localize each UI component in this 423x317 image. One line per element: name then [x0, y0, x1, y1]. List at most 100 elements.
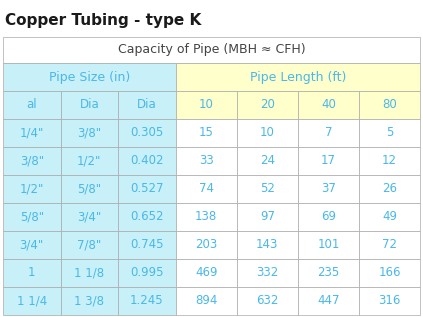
- Bar: [237, 119, 298, 147]
- Text: 5/8": 5/8": [20, 210, 44, 223]
- Bar: [3, 119, 60, 147]
- Bar: [237, 287, 298, 315]
- Bar: [237, 147, 298, 175]
- Bar: [118, 287, 176, 315]
- Bar: [118, 175, 176, 203]
- Text: 10: 10: [199, 99, 214, 112]
- Text: 632: 632: [256, 294, 278, 307]
- Bar: [298, 175, 359, 203]
- Text: al: al: [27, 99, 37, 112]
- Text: 0.995: 0.995: [130, 267, 164, 280]
- Bar: [118, 203, 176, 231]
- Bar: [176, 175, 237, 203]
- Bar: [176, 259, 237, 287]
- Bar: [60, 147, 118, 175]
- Text: 1/2": 1/2": [19, 183, 44, 196]
- Bar: [176, 63, 420, 91]
- Text: 138: 138: [195, 210, 217, 223]
- Text: 447: 447: [317, 294, 340, 307]
- Text: 0.527: 0.527: [130, 183, 164, 196]
- Text: 33: 33: [199, 154, 214, 167]
- Bar: [118, 231, 176, 259]
- Text: 72: 72: [382, 238, 397, 251]
- Text: 24: 24: [260, 154, 275, 167]
- Bar: [3, 203, 60, 231]
- Bar: [60, 231, 118, 259]
- Text: Copper Tubing - type K: Copper Tubing - type K: [5, 14, 201, 29]
- Text: Pipe Length (ft): Pipe Length (ft): [250, 70, 346, 83]
- Text: 3/8": 3/8": [20, 154, 44, 167]
- Text: Dia: Dia: [80, 99, 99, 112]
- Bar: [359, 147, 420, 175]
- Text: 15: 15: [199, 126, 214, 139]
- Bar: [298, 203, 359, 231]
- Bar: [298, 231, 359, 259]
- Bar: [118, 91, 176, 119]
- Bar: [176, 231, 237, 259]
- Bar: [60, 287, 118, 315]
- Text: 469: 469: [195, 267, 217, 280]
- Text: 316: 316: [378, 294, 401, 307]
- Text: 3/4": 3/4": [19, 238, 44, 251]
- Text: 20: 20: [260, 99, 275, 112]
- Text: Dia: Dia: [137, 99, 157, 112]
- Bar: [237, 91, 298, 119]
- Text: 5/8": 5/8": [77, 183, 102, 196]
- Text: 1 1/4: 1 1/4: [16, 294, 47, 307]
- Text: 1.245: 1.245: [130, 294, 164, 307]
- Bar: [359, 203, 420, 231]
- Bar: [237, 175, 298, 203]
- Bar: [298, 91, 359, 119]
- Text: 1: 1: [28, 267, 36, 280]
- Bar: [60, 203, 118, 231]
- Text: 0.402: 0.402: [130, 154, 164, 167]
- Bar: [3, 175, 60, 203]
- Bar: [176, 147, 237, 175]
- Bar: [237, 203, 298, 231]
- Text: 0.652: 0.652: [130, 210, 164, 223]
- Bar: [359, 91, 420, 119]
- Text: 143: 143: [256, 238, 278, 251]
- Text: 894: 894: [195, 294, 217, 307]
- Text: Pipe Size (in): Pipe Size (in): [49, 70, 130, 83]
- Text: 12: 12: [382, 154, 397, 167]
- Text: 3/8": 3/8": [77, 126, 102, 139]
- Text: 37: 37: [321, 183, 336, 196]
- Bar: [359, 231, 420, 259]
- Text: 74: 74: [199, 183, 214, 196]
- Text: 1/2": 1/2": [77, 154, 102, 167]
- Bar: [3, 259, 60, 287]
- Text: 40: 40: [321, 99, 336, 112]
- Bar: [359, 175, 420, 203]
- Bar: [118, 119, 176, 147]
- Bar: [118, 259, 176, 287]
- Text: 101: 101: [317, 238, 340, 251]
- Bar: [237, 259, 298, 287]
- Bar: [298, 119, 359, 147]
- Text: 7: 7: [324, 126, 332, 139]
- Bar: [176, 119, 237, 147]
- Bar: [3, 147, 60, 175]
- Text: 166: 166: [378, 267, 401, 280]
- Text: 17: 17: [321, 154, 336, 167]
- Text: 1 1/8: 1 1/8: [74, 267, 104, 280]
- Text: 203: 203: [195, 238, 217, 251]
- Bar: [60, 175, 118, 203]
- Bar: [359, 287, 420, 315]
- Text: 80: 80: [382, 99, 397, 112]
- Bar: [359, 259, 420, 287]
- Bar: [237, 231, 298, 259]
- Text: 49: 49: [382, 210, 397, 223]
- Bar: [298, 287, 359, 315]
- Bar: [3, 63, 176, 91]
- Bar: [3, 37, 420, 63]
- Text: 3/4": 3/4": [77, 210, 102, 223]
- Text: 26: 26: [382, 183, 397, 196]
- Bar: [176, 287, 237, 315]
- Text: 69: 69: [321, 210, 336, 223]
- Text: 10: 10: [260, 126, 275, 139]
- Text: 1 3/8: 1 3/8: [74, 294, 104, 307]
- Text: 332: 332: [256, 267, 278, 280]
- Bar: [3, 287, 60, 315]
- Bar: [3, 91, 60, 119]
